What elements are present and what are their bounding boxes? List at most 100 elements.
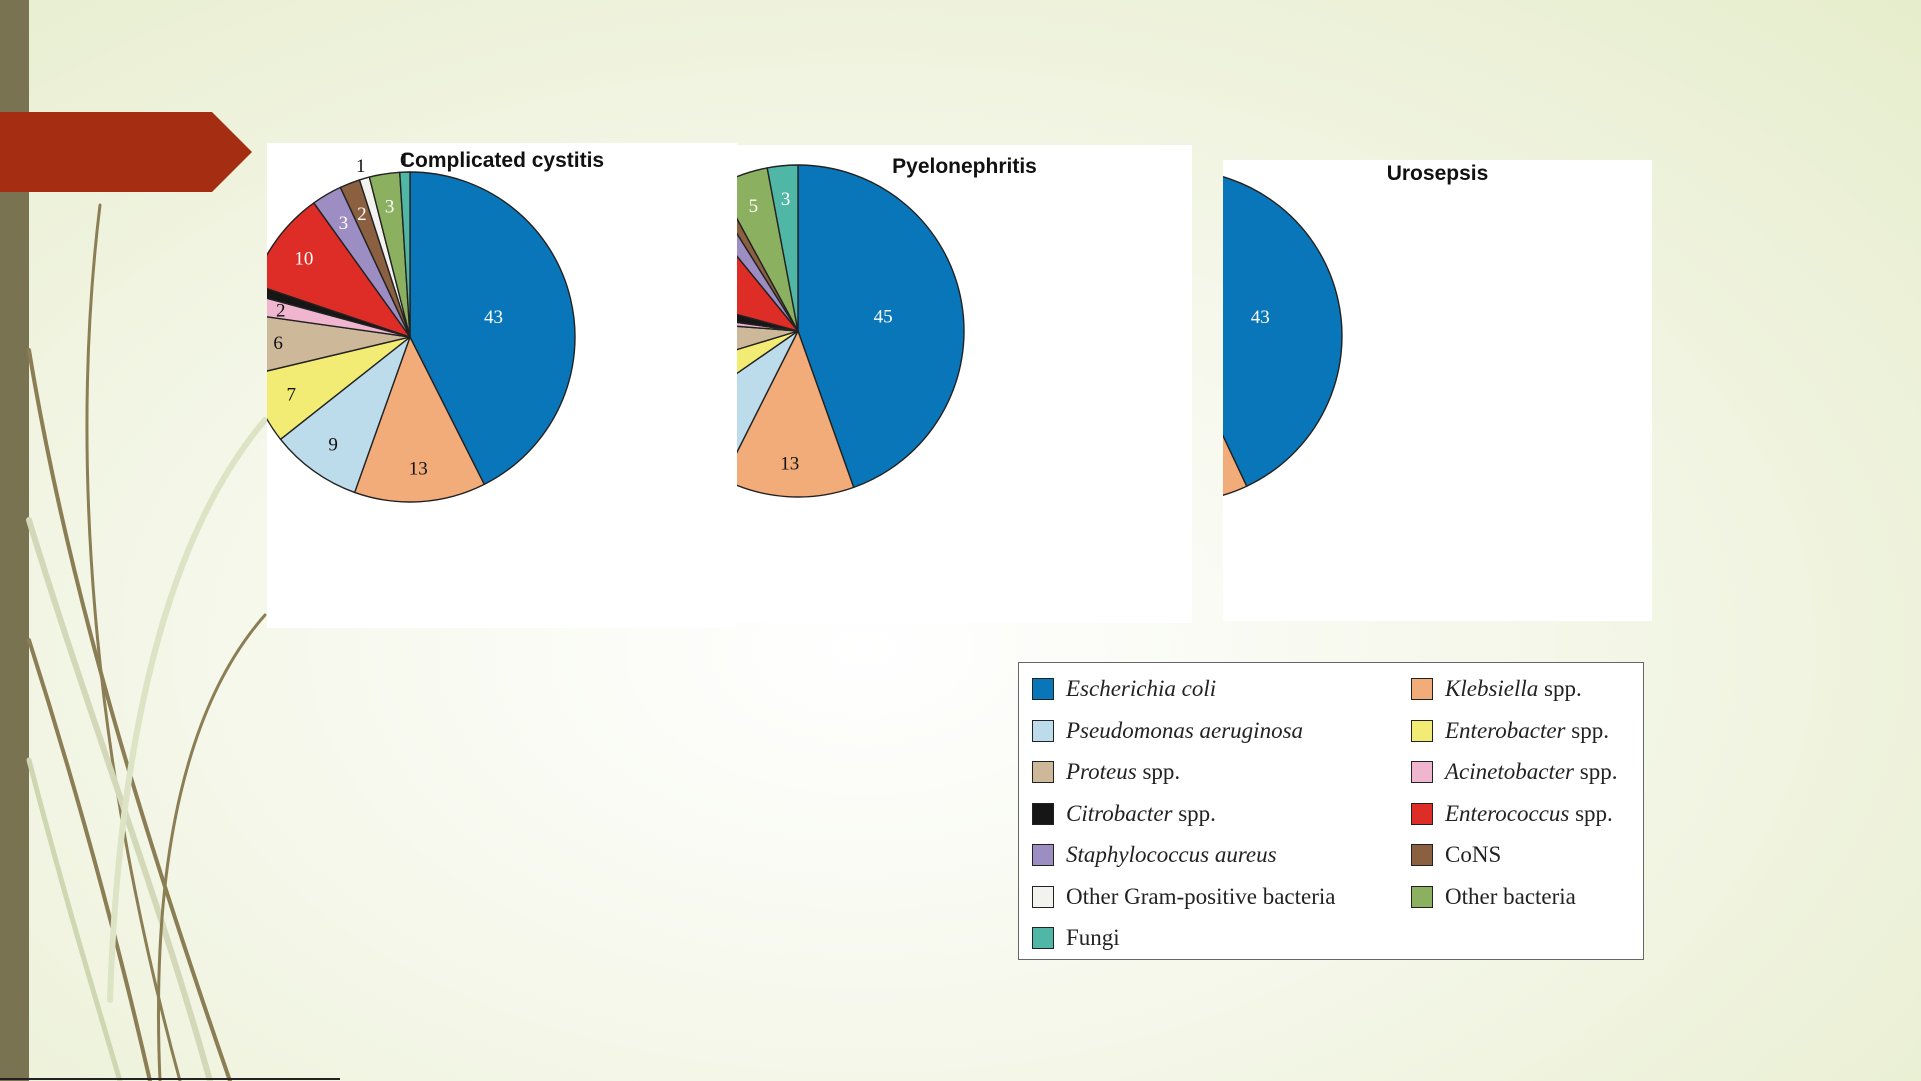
legend: Escherichia coli Klebsiella spp. Pseudomon… [1018, 662, 1644, 960]
slice-value-label: 6 [273, 333, 283, 354]
legend-label: Other bacteria [1445, 884, 1576, 910]
legend-item-enterococcus-spp: Enterococcus spp. [1411, 799, 1613, 829]
slice-value-label: 5 [749, 196, 759, 217]
legend-label-suffix: CoNS [1445, 842, 1502, 867]
pie-slice-fungi [399, 171, 411, 338]
legend-label-italic: Enterococcus [1445, 800, 1570, 826]
pie-slice-enterococcus-spp [267, 202, 411, 338]
legend-label-italic: Klebsiella [1445, 676, 1539, 701]
legend-swatch [1411, 761, 1433, 783]
urosepsis-panel: Urosepsis 43101064211142133 [1223, 160, 1652, 621]
complicated-cystitis-pie: 4313976211032131 [267, 149, 576, 503]
legend-swatch [1032, 678, 1054, 700]
legend-label-italic: Proteus [1066, 759, 1137, 784]
legend-item-other-gram-positive-bacteria: Other Gram-positive bacteria [1032, 882, 1336, 912]
legend-item-escherichia-coli: Escherichia coli [1032, 674, 1216, 704]
legend-label: Pseudomonas aeruginosa [1066, 718, 1303, 744]
legend-label-italic: Escherichia coli [1066, 676, 1217, 701]
slice-value-label: 43 [484, 307, 503, 328]
urosepsis-pie: 43101064211142133 [1223, 176, 1343, 496]
chart-title: Complicated cystitis [399, 149, 605, 172]
pyelonephritis-panel: Pyelonephritis 451385612102153 [737, 145, 1192, 623]
slice-value-label: 3 [781, 189, 791, 210]
complicated-cystitis-panel: Complicated cystitis 4313976211032131 [267, 143, 737, 628]
legend-label-suffix: spp. [1569, 800, 1613, 826]
legend-frame [1018, 662, 1644, 960]
legend-label: Enterococcus spp. [1445, 801, 1613, 827]
legend-swatch [1411, 802, 1433, 825]
pie-slice-escherichia-coli [797, 164, 965, 489]
pie-slice-klebsiella-spp [1223, 434, 1248, 496]
legend-item-fungi: Fungi [1032, 923, 1120, 953]
slice-value-label: 2 [276, 301, 286, 322]
legend-label: Enterobacter spp. [1445, 718, 1609, 744]
slice-value-label: 45 [874, 306, 893, 327]
legend-item-klebsiella-spp: Klebsiella spp. [1411, 674, 1582, 704]
legend-label-suffix: spp. [1136, 759, 1181, 784]
legend-label-italic: Acinetobacter [1445, 759, 1575, 784]
chart-title: Pyelonephritis [892, 155, 1037, 178]
slice-value-label: 7 [286, 385, 296, 406]
slice-value-label: 9 [328, 434, 338, 455]
legend-swatch [1411, 885, 1433, 908]
legend-label-italic: Citrobacter [1066, 800, 1173, 826]
legend-label: Citrobacter spp. [1066, 801, 1216, 827]
legend-swatch [1032, 844, 1054, 866]
legend-label: CoNS [1445, 842, 1501, 868]
pyelonephritis-pie: 451385612102153 [737, 164, 965, 498]
slice-value-label: 2 [357, 204, 367, 225]
pie-slice-klebsiella-spp [737, 330, 855, 498]
legend-label-italic: Pseudomonas aeruginosa [1066, 717, 1304, 743]
pie-slice-klebsiella-spp [353, 336, 485, 503]
legend-label-suffix: Fungi [1066, 925, 1120, 950]
chart-title: Urosepsis [1386, 162, 1489, 185]
slice-value-label: 43 [1251, 307, 1270, 328]
pie-slice-escherichia-coli [1223, 176, 1343, 487]
legend-label: Klebsiella spp. [1445, 676, 1582, 702]
legend-item-staphylococcus-aureus: Staphylococcus aureus [1032, 840, 1277, 870]
legend-label-italic: Enterobacter [1445, 717, 1566, 743]
legend-label: Escherichia coli [1066, 676, 1216, 702]
legend-item-enterobacter-spp: Enterobacter spp. [1411, 716, 1609, 746]
legend-swatch [1411, 844, 1433, 866]
legend-swatch [1032, 761, 1054, 783]
legend-swatch [1032, 719, 1054, 742]
title-arrow-banner [0, 112, 252, 192]
slice-value-label: 10 [294, 248, 313, 269]
pie-slice-fungi [766, 164, 799, 332]
legend-swatch [1032, 885, 1054, 908]
pie-slice-pseudomonas-aeruginosa [737, 330, 799, 454]
slice-value-label: 3 [385, 197, 395, 218]
legend-swatch [1032, 802, 1054, 825]
legend-swatch [1411, 719, 1433, 742]
legend-label: Proteus spp. [1066, 759, 1180, 785]
legend-label-suffix: Other Gram-positive bacteria [1066, 883, 1336, 909]
legend-label-suffix: spp. [1565, 717, 1609, 743]
legend-swatch [1411, 678, 1433, 700]
legend-item-cons: CoNS [1411, 840, 1501, 870]
legend-label-suffix: Other bacteria [1445, 883, 1576, 909]
slice-value-label: 3 [339, 213, 349, 234]
legend-label: Other Gram-positive bacteria [1066, 884, 1336, 910]
legend-item-other-bacteria: Other bacteria [1411, 882, 1576, 912]
legend-label-suffix: spp. [1574, 759, 1618, 784]
pie-slice-pseudomonas-aeruginosa [279, 336, 411, 494]
legend-item-acinetobacter-spp: Acinetobacter spp. [1411, 757, 1617, 787]
slice-value-label: 1 [356, 156, 366, 177]
pie-slice-enterococcus-spp [737, 255, 799, 332]
legend-label: Staphylococcus aureus [1066, 842, 1277, 868]
legend-item-citrobacter-spp: Citrobacter spp. [1032, 799, 1216, 829]
legend-label-italic: Staphylococcus aureus [1066, 842, 1277, 867]
slice-value-label: 13 [409, 459, 428, 480]
legend-label-suffix: spp. [1172, 800, 1216, 826]
legend-item-pseudomonas-aeruginosa: Pseudomonas aeruginosa [1032, 716, 1303, 746]
pie-slice-acinetobacter-spp [737, 321, 799, 332]
pie-slice-proteus-spp [267, 316, 411, 372]
legend-swatch [1032, 927, 1054, 949]
slice-value-label: 13 [780, 454, 799, 475]
pie-slice-proteus-spp [737, 325, 799, 351]
pie-slice-enterobacter-spp [737, 330, 799, 375]
legend-label-suffix: spp. [1538, 676, 1582, 701]
pie-slice-escherichia-coli [409, 171, 576, 486]
